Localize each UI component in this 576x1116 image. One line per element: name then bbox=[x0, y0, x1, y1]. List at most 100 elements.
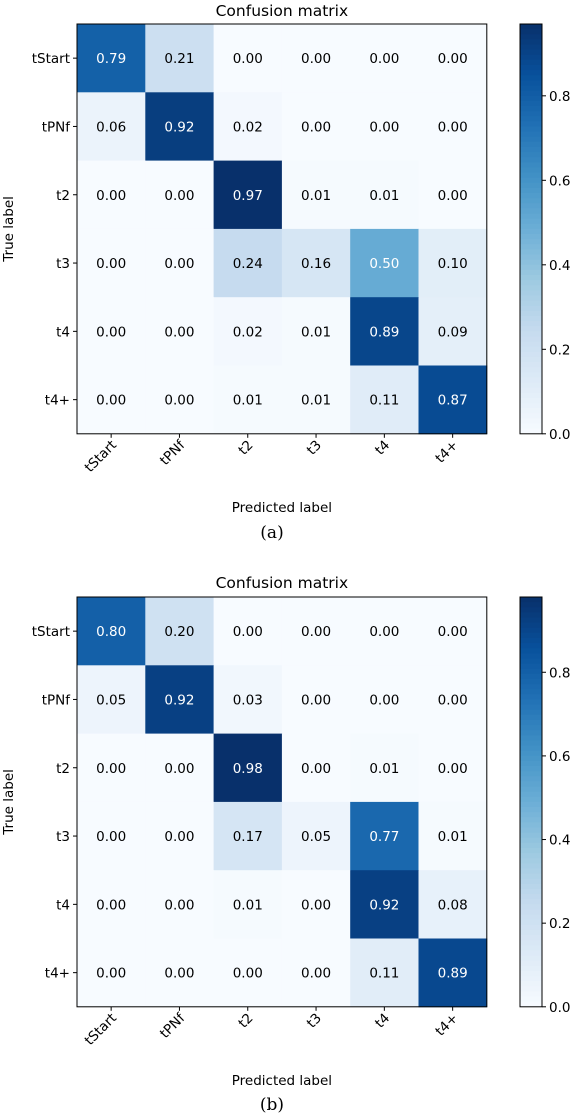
chart-title: Confusion matrix bbox=[216, 574, 349, 592]
colorbar-segment bbox=[520, 392, 542, 399]
heatmap-cell bbox=[213, 733, 283, 803]
colorbar-segment bbox=[520, 141, 542, 148]
cell-value-label: 0.16 bbox=[301, 256, 331, 272]
x-tick-label: t4 bbox=[372, 1010, 393, 1031]
colorbar-segment bbox=[520, 909, 542, 916]
colorbar-tick-label: 0.0 bbox=[549, 1000, 570, 1016]
colorbar-segment bbox=[520, 280, 542, 286]
colorbar-tick-label: 0.2 bbox=[549, 342, 570, 358]
heatmap-cell bbox=[350, 228, 419, 298]
heatmap-cell bbox=[145, 801, 214, 871]
colorbar-segment bbox=[520, 208, 542, 215]
colorbar-segment bbox=[520, 776, 542, 782]
colorbar-tick-label: 0.2 bbox=[549, 916, 570, 932]
colorbar-segment bbox=[520, 295, 542, 302]
heatmap-cell bbox=[77, 665, 146, 734]
heatmap-cell bbox=[418, 870, 488, 939]
heatmap-cell bbox=[77, 92, 146, 161]
cell-value-label: 0.00 bbox=[438, 119, 468, 135]
colorbar-segment bbox=[520, 146, 542, 153]
colorbar-segment bbox=[520, 346, 542, 353]
cell-value-label: 0.00 bbox=[369, 51, 399, 67]
colorbar-segment bbox=[520, 817, 542, 823]
cell-value-label: 0.50 bbox=[369, 256, 399, 272]
heatmap-cell bbox=[77, 228, 146, 298]
cell-value-label: 0.08 bbox=[438, 897, 468, 913]
colorbar-tick-label: 0.8 bbox=[549, 89, 570, 105]
colorbar-segment bbox=[520, 121, 542, 127]
colorbar-tick-label: 0.4 bbox=[549, 258, 570, 274]
colorbar-segment bbox=[520, 981, 542, 987]
heatmap-cell bbox=[145, 733, 214, 803]
colorbar-segment bbox=[520, 213, 542, 220]
colorbar-segment bbox=[520, 858, 542, 864]
heatmap-cell bbox=[418, 24, 488, 93]
cell-value-label: 0.00 bbox=[96, 188, 126, 204]
cell-value-label: 0.21 bbox=[164, 51, 194, 67]
cell-value-label: 0.00 bbox=[96, 829, 126, 845]
colorbar-segment bbox=[520, 382, 542, 389]
colorbar-segment bbox=[520, 735, 542, 741]
colorbar-segment bbox=[520, 126, 542, 133]
colorbar-segment bbox=[520, 924, 542, 931]
cell-value-label: 0.05 bbox=[96, 692, 126, 708]
colorbar-segment bbox=[520, 377, 542, 384]
colorbar-segment bbox=[520, 413, 542, 419]
colorbar-segment bbox=[520, 64, 542, 71]
colorbar-segment bbox=[520, 100, 542, 107]
y-tick-label: t4+ bbox=[45, 393, 70, 409]
colorbar-segment bbox=[520, 351, 542, 358]
y-axis-label: True label bbox=[1, 769, 17, 836]
colorbar-segment bbox=[520, 755, 542, 762]
colorbar-segment bbox=[520, 172, 542, 179]
cell-value-label: 0.98 bbox=[233, 761, 263, 777]
colorbar-segment bbox=[520, 807, 542, 813]
heatmap-cell bbox=[213, 938, 283, 1008]
heatmap-cell bbox=[350, 24, 419, 93]
colorbar-segment bbox=[520, 801, 542, 808]
cell-value-label: 0.00 bbox=[438, 624, 468, 640]
cell-value-label: 0.00 bbox=[233, 966, 263, 982]
colorbar-segment bbox=[520, 34, 542, 40]
colorbar-segment bbox=[520, 827, 542, 834]
cell-value-label: 0.02 bbox=[233, 324, 263, 340]
cell-value-label: 0.00 bbox=[164, 256, 194, 272]
cell-value-label: 0.00 bbox=[301, 624, 331, 640]
x-tick-label: tPNf bbox=[157, 1009, 189, 1041]
colorbar-segment bbox=[520, 111, 542, 117]
colorbar-segment bbox=[520, 894, 542, 900]
plot-frame bbox=[76, 23, 488, 435]
cell-value-label: 0.00 bbox=[164, 188, 194, 204]
cell-value-label: 0.00 bbox=[369, 119, 399, 135]
colorbar-segment bbox=[520, 423, 542, 430]
heatmap-cell bbox=[281, 228, 351, 298]
colorbar-segment bbox=[520, 223, 542, 230]
heatmap-cell bbox=[213, 870, 283, 939]
heatmap-cell bbox=[418, 160, 488, 230]
colorbar-segment bbox=[520, 945, 542, 951]
cell-value-label: 0.00 bbox=[164, 966, 194, 982]
colorbar-segment bbox=[520, 264, 542, 271]
colorbar-segment bbox=[520, 49, 542, 56]
cell-value-label: 0.00 bbox=[164, 897, 194, 913]
colorbar-segment bbox=[520, 39, 542, 45]
heatmap-cell bbox=[145, 870, 214, 939]
colorbar-segment bbox=[520, 187, 542, 194]
colorbar-segment bbox=[520, 234, 542, 240]
cell-value-label: 0.01 bbox=[301, 393, 331, 409]
cell-value-label: 0.00 bbox=[301, 119, 331, 135]
heatmap-cell bbox=[145, 92, 214, 161]
y-tick-label: t4 bbox=[56, 897, 70, 913]
colorbar-segment bbox=[520, 996, 542, 1003]
x-axis-label: Predicted label bbox=[232, 1073, 332, 1089]
colorbar-segment bbox=[520, 709, 542, 716]
colorbar-segment bbox=[520, 136, 542, 143]
colorbar-segment bbox=[520, 883, 542, 890]
heatmap-cell bbox=[213, 160, 283, 230]
colorbar-segment bbox=[520, 259, 542, 266]
colorbar-segment bbox=[520, 673, 542, 680]
cell-value-label: 0.00 bbox=[96, 256, 126, 272]
